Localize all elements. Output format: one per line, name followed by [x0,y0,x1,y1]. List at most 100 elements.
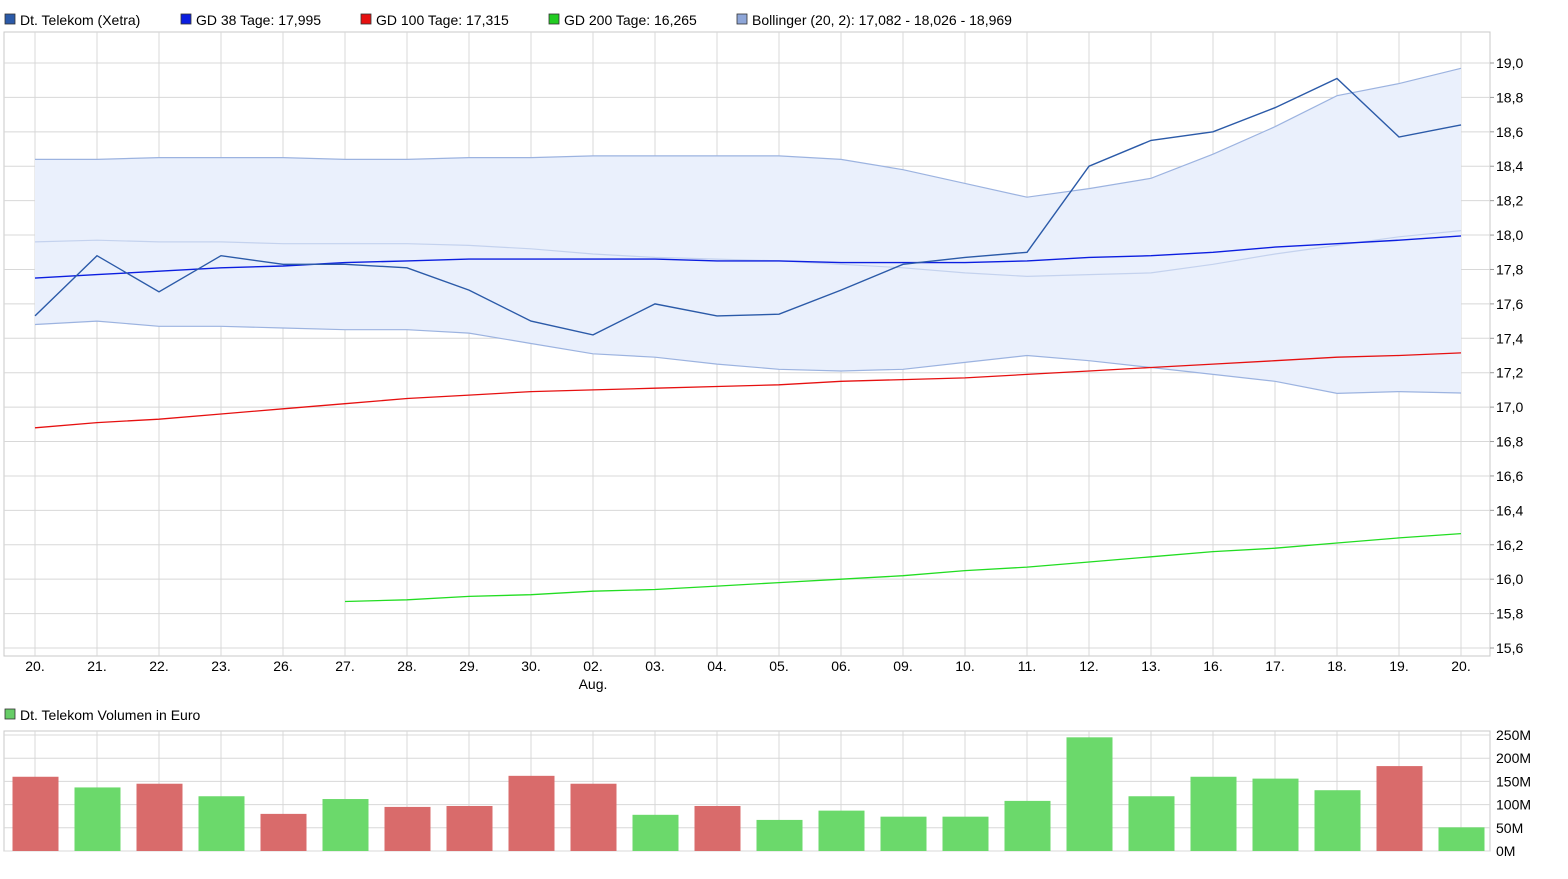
volume-bar [1128,796,1175,851]
x-tick-label: 20. [25,658,44,674]
volume-bar [446,805,493,851]
legend-swatch [4,13,16,25]
volume-bar [570,783,617,851]
volume-panel [3,730,1491,852]
price-legend: Dt. Telekom (Xetra) GD 38 Tage: 17,995 GD … [4,12,1012,28]
x-tick-label: 20. [1451,658,1470,674]
volume-bar [1004,800,1051,851]
gd200-line [344,532,1462,603]
volume-bar [198,796,245,851]
volume-bars [12,737,1485,851]
y-tick-label: 16,0 [1496,571,1523,587]
x-tick-label: 26. [273,658,292,674]
x-tick-label: 03. [645,658,664,674]
gd38-line [34,235,1462,279]
x-tick-label: 30. [521,658,540,674]
volume-bar [756,819,803,851]
legend-label: GD 200 Tage: 16,265 [564,12,697,28]
y-tick-label: 19,0 [1496,55,1523,71]
price-y-axis: 15,6 15,8 16,0 16,2 16,4 16,6 16,8 17,0 17,2 17,4… [1490,55,1523,656]
legend-swatch [180,13,192,25]
volume-bar [694,805,741,851]
bollinger-band-area [35,68,1461,394]
volume-bar [508,775,555,851]
volume-bar [1314,790,1361,851]
legend-label: Bollinger (20, 2): 17,082 - 18,026 - 18,… [752,12,1012,28]
x-tick-label: 04. [707,658,726,674]
gd100-line [34,352,1462,429]
volume-y-tick-label: 0M [1496,843,1515,859]
volume-bar [1190,776,1237,851]
x-tick-label: 10. [955,658,974,674]
x-tick-label: 27. [335,658,354,674]
x-tick-label: 11. [1018,658,1036,674]
volume-bar [942,816,989,851]
x-tick-label: 29. [459,658,478,674]
volume-y-axis: 0M 50M 100M 150M 200M 250M [1496,727,1531,859]
volume-bar [260,813,307,851]
volume-y-tick-label: 200M [1496,750,1531,766]
x-tick-label: 09. [893,658,912,674]
volume-bar [12,776,59,851]
volume-legend-swatch [4,708,16,720]
y-tick-label: 17,0 [1496,399,1523,415]
volume-legend: Dt. Telekom Volumen in Euro [4,707,200,723]
x-tick-label: 06. [831,658,850,674]
volume-bar [384,806,431,851]
y-tick-label: 17,4 [1496,330,1523,346]
legend-swatch [360,13,372,25]
price-line [34,77,1462,336]
volume-bar [1376,766,1423,851]
volume-bar [136,783,183,851]
volume-bar [818,810,865,851]
volume-legend-label: Dt. Telekom Volumen in Euro [20,707,200,723]
volume-y-tick-label: 50M [1496,820,1523,836]
y-tick-label: 18,4 [1496,158,1523,174]
x-tick-label: 02. [583,658,602,674]
y-tick-label: 17,6 [1496,296,1523,312]
volume-bar [1066,737,1113,851]
x-tick-label: 12. [1079,658,1098,674]
y-tick-label: 17,8 [1496,261,1523,277]
volume-plot-area [3,730,1491,852]
legend-swatch [736,13,748,25]
y-tick-label: 17,2 [1496,365,1523,381]
x-month-label: Aug. [579,676,608,692]
x-tick-label: 19. [1389,658,1408,674]
x-tick-label: 17. [1265,658,1284,674]
y-tick-label: 18,0 [1496,227,1523,243]
bollinger-upper-line [35,67,1462,198]
date-x-axis: 20. 21. 22. 23. 26. 27. 28. 29. 30. 02. 03. 04. 05. 0… [25,658,1470,692]
volume-bar [1438,827,1485,851]
legend-label: Dt. Telekom (Xetra) [20,12,140,28]
x-tick-label: 16. [1203,658,1222,674]
x-tick-label: 23. [211,658,230,674]
x-tick-label: 05. [769,658,788,674]
volume-bar [1252,778,1299,851]
x-tick-label: 13. [1141,658,1160,674]
y-tick-label: 18,6 [1496,124,1523,140]
volume-bar [632,814,679,851]
x-tick-label: 21. [87,658,106,674]
y-tick-label: 18,8 [1496,89,1523,105]
y-tick-label: 16,8 [1496,434,1523,450]
volume-bar [880,816,927,851]
y-tick-label: 15,6 [1496,640,1523,656]
y-tick-label: 18,2 [1496,193,1523,209]
legend-swatch [548,13,560,25]
x-tick-label: 22. [149,658,168,674]
legend-label: GD 38 Tage: 17,995 [196,12,321,28]
volume-y-tick-label: 250M [1496,727,1531,743]
x-tick-label: 28. [397,658,416,674]
volume-y-tick-label: 150M [1496,773,1531,789]
bollinger-band [34,67,1462,395]
x-tick-label: 18. [1327,658,1346,674]
legend-label: GD 100 Tage: 17,315 [376,12,509,28]
bollinger-lower-line [34,320,1462,395]
y-tick-label: 15,8 [1496,606,1523,622]
volume-bar [74,787,121,851]
bollinger-middle-line [34,230,1462,278]
y-tick-label: 16,4 [1496,502,1523,518]
